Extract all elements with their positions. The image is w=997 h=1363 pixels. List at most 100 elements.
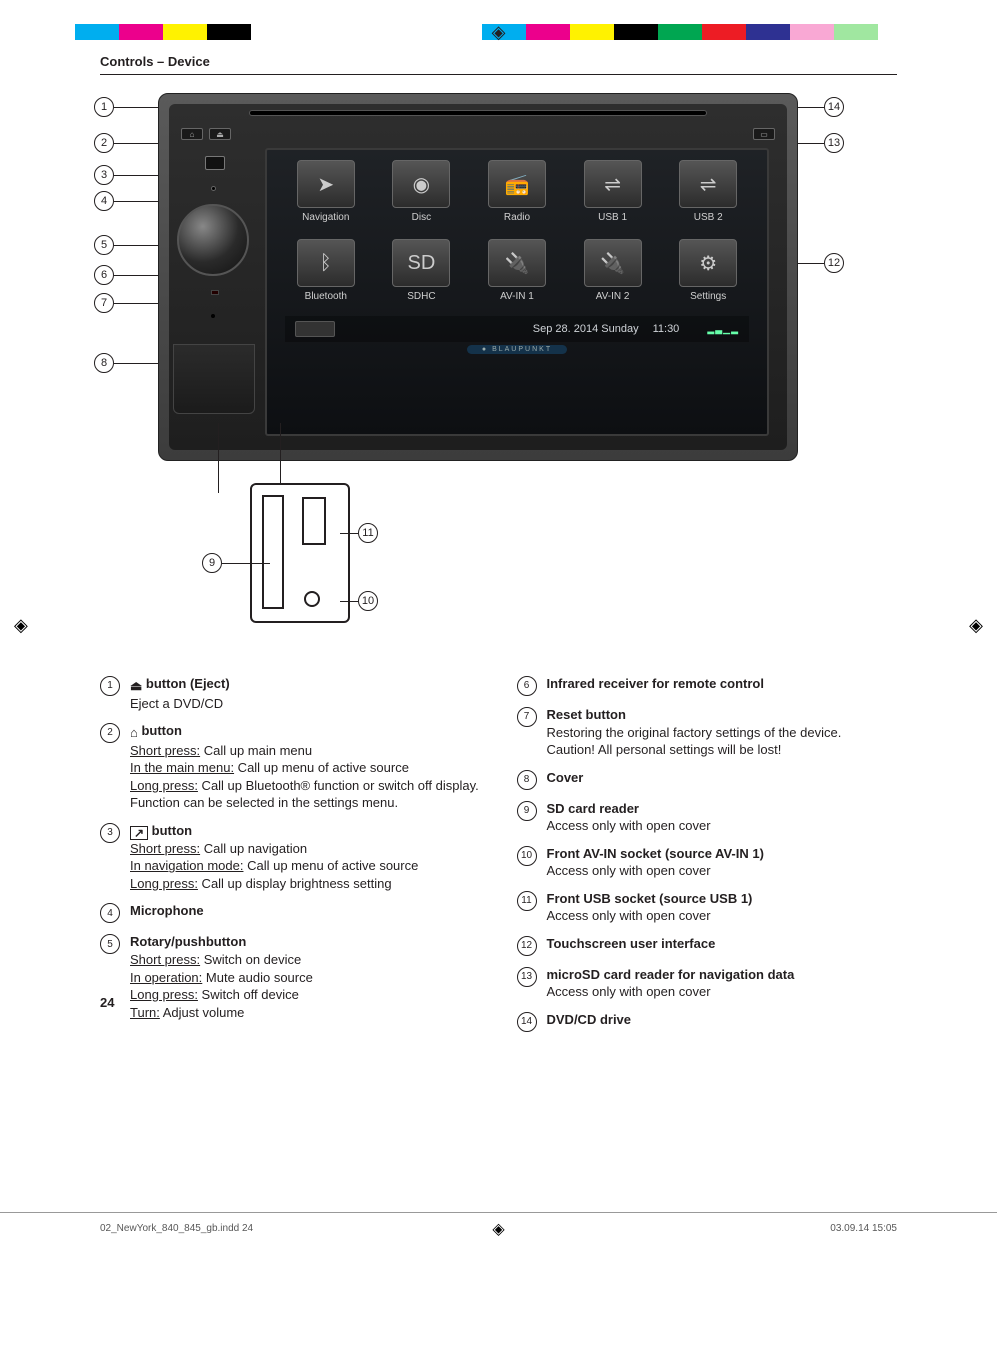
legend-item: 9SD card readerAccess only with open cov… — [517, 800, 898, 835]
legend-title: Microphone — [130, 902, 204, 920]
app-label: USB 2 — [667, 212, 749, 223]
color-swatch — [75, 24, 119, 40]
callout-bubble: 2 — [94, 133, 114, 153]
app-icon: SD — [392, 239, 450, 287]
legend-line: Access only with open cover — [547, 862, 764, 880]
device-diagram: 12345678 141312 ⌂ ⏏ ▭ ➤Navigation◉Disc📻R… — [100, 93, 897, 653]
legend-number: 9 — [517, 801, 537, 821]
nav-button — [205, 156, 225, 170]
color-swatch — [878, 24, 922, 40]
print-footer: 02_NewYork_840_845_gb.indd 24 ◈ 03.09.14… — [0, 1212, 997, 1244]
legend-item: 2 ⌂ buttonShort press: Call up main menuI… — [100, 722, 481, 812]
legend-number: 12 — [517, 936, 537, 956]
dimmer-icon — [295, 321, 335, 337]
color-swatch — [834, 24, 878, 40]
registration-mark-icon: ◈ — [492, 22, 506, 43]
legend-number: 6 — [517, 676, 537, 696]
legend-number: 1 — [100, 676, 120, 696]
legend: 1⏏ button (Eject)Eject a DVD/CD 2 ⌂ button… — [100, 675, 897, 1042]
reset-button — [211, 314, 215, 318]
legend-item: 14 DVD/CD drive — [517, 1011, 898, 1032]
app-icon: 🔌 — [488, 239, 546, 287]
app-tile: ᛒ Bluetooth — [285, 239, 367, 302]
legend-number: 7 — [517, 707, 537, 727]
legend-title: ⌂ button — [130, 722, 481, 742]
app-icon: ⚙ — [679, 239, 737, 287]
legend-number: 10 — [517, 846, 537, 866]
legend-title: Infrared receiver for remote control — [547, 675, 764, 693]
app-tile: ⇌USB 1 — [572, 160, 654, 223]
app-label: Bluetooth — [285, 291, 367, 302]
callout-bubble: 12 — [824, 253, 844, 273]
legend-line: Long press: Call up display brightness s… — [130, 875, 418, 893]
app-icon: ◉ — [392, 160, 450, 208]
legend-number: 8 — [517, 770, 537, 790]
callout-bubble: 7 — [94, 293, 114, 313]
app-label: Settings — [667, 291, 749, 302]
legend-line: Eject a DVD/CD — [130, 695, 230, 713]
legend-title: microSD card reader for navigation data — [547, 966, 795, 984]
app-icon: ᛒ — [297, 239, 355, 287]
color-swatch — [702, 24, 746, 40]
app-label: Disc — [381, 212, 463, 223]
app-tile: SDSDHC — [381, 239, 463, 302]
legend-title: Front AV-IN socket (source AV-IN 1) — [547, 845, 764, 863]
legend-item: 10 Front AV-IN socket (source AV-IN 1)Acc… — [517, 845, 898, 880]
legend-line: Short press: Call up main menu — [130, 742, 481, 760]
status-date: Sep 28. 2014 Sunday — [533, 323, 639, 335]
legend-line: Access only with open cover — [547, 983, 795, 1001]
cover-detail — [250, 483, 350, 623]
app-tile: ⇌ USB 2 — [667, 160, 749, 223]
legend-item: 5Rotary/pushbuttonShort press: Switch on… — [100, 933, 481, 1021]
app-tile: ➤Navigation — [285, 160, 367, 223]
brand-badge: ● BLAUPUNKT — [467, 345, 567, 354]
legend-title: DVD/CD drive — [547, 1011, 632, 1029]
microsd-slot: ▭ — [753, 128, 775, 140]
app-label: Radio — [476, 212, 558, 223]
color-swatch — [658, 24, 702, 40]
app-label: USB 1 — [572, 212, 654, 223]
app-tile: 🔌AV-IN 2 — [572, 239, 654, 302]
callout-bubble: 6 — [94, 265, 114, 285]
color-swatch — [526, 24, 570, 40]
color-swatch — [746, 24, 790, 40]
legend-number: 11 — [517, 891, 537, 911]
legend-number: 4 — [100, 903, 120, 923]
legend-number: 13 — [517, 967, 537, 987]
legend-line: Short press: Switch on device — [130, 951, 313, 969]
legend-item: 1⏏ button (Eject)Eject a DVD/CD — [100, 675, 481, 712]
device-body: ⌂ ⏏ ▭ ➤Navigation◉Disc📻Radio⇌USB 1⇌USB 2… — [158, 93, 798, 461]
legend-item: 4 Microphone — [100, 902, 481, 923]
eject-button: ⏏ — [209, 128, 231, 140]
app-icon: ⇌ — [679, 160, 737, 208]
legend-number: 14 — [517, 1012, 537, 1032]
legend-title: SD card reader — [547, 800, 711, 818]
app-icon: ➤ — [297, 160, 355, 208]
legend-line: In the main menu: Call up menu of active… — [130, 759, 481, 777]
legend-number: 2 — [100, 723, 120, 743]
legend-line: Caution! All personal settings will be l… — [547, 741, 842, 759]
legend-line: In navigation mode: Call up menu of acti… — [130, 857, 418, 875]
legend-line: Turn: Adjust volume — [130, 1004, 313, 1022]
legend-line: Long press: Switch off device — [130, 986, 313, 1004]
touchscreen: ➤Navigation ◉ Disc 📻 Radio ⇌USB 1 ⇌ USB 2 ᛒ Bluet… — [265, 148, 769, 436]
app-label: AV-IN 1 — [476, 291, 558, 302]
status-time: 11:30 — [653, 323, 680, 335]
ir-receiver — [211, 290, 219, 295]
legend-item: 13 microSD card reader for navigation dat… — [517, 966, 898, 1001]
color-swatch — [790, 24, 834, 40]
registration-mark-icon: ◈ — [492, 1219, 504, 1239]
legend-title: Rotary/pushbutton — [130, 933, 313, 951]
legend-number: 3 — [100, 823, 120, 843]
callout-bubble: 9 — [202, 553, 222, 573]
callout-bubble: 14 — [824, 97, 844, 117]
page-number: 24 — [100, 995, 114, 1010]
callout-bubble: 11 — [358, 523, 378, 543]
legend-line: Short press: Call up navigation — [130, 840, 418, 858]
color-swatch — [570, 24, 614, 40]
app-tile: 🔌 AV-IN 1 — [476, 239, 558, 302]
legend-item: 6 Infrared receiver for remote control — [517, 675, 898, 696]
callout-bubble: 8 — [94, 353, 114, 373]
app-icon: 📻 — [488, 160, 546, 208]
legend-item: 12Touchscreen user interface — [517, 935, 898, 956]
